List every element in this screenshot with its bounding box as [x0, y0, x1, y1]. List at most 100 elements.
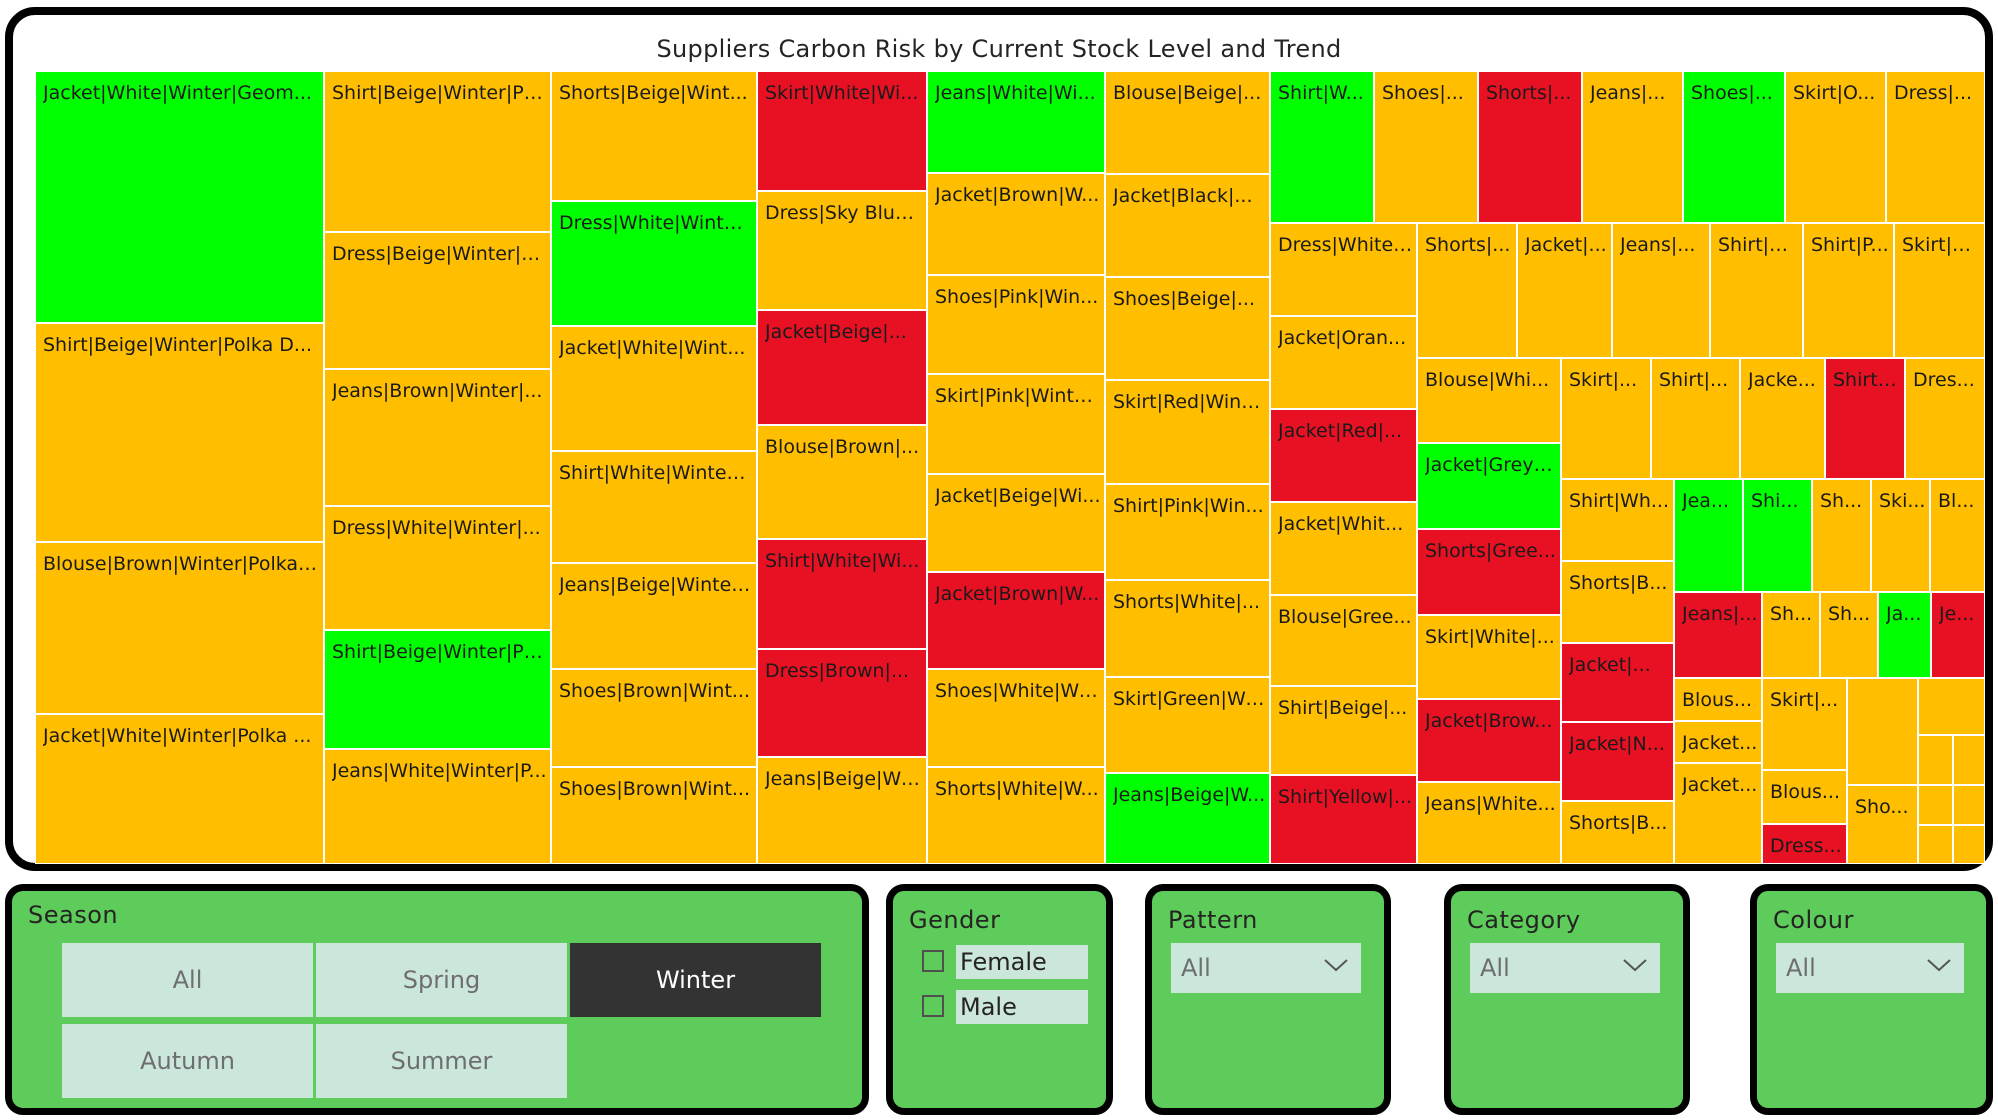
- season-option-autumn[interactable]: Autumn: [62, 1024, 313, 1098]
- pattern-dropdown[interactable]: All: [1171, 943, 1361, 993]
- treemap-tile[interactable]: Blouse|Beige|...: [1105, 71, 1270, 174]
- treemap-tile[interactable]: Skirt|...: [1762, 678, 1847, 770]
- treemap-tile[interactable]: Jeans|White...: [1417, 782, 1561, 864]
- treemap-tile[interactable]: Jeans|Beige|Winter...: [551, 563, 757, 669]
- treemap-tile[interactable]: Shoes|...: [1683, 71, 1785, 223]
- treemap-tile[interactable]: Shirt|...: [1825, 358, 1905, 479]
- treemap-tile[interactable]: Jeans|Beige|W...: [1105, 773, 1270, 864]
- treemap-tile[interactable]: Sh...: [1812, 479, 1871, 592]
- treemap-tile[interactable]: Skirt|...: [1561, 358, 1651, 479]
- treemap-tile[interactable]: Shoes|Beige|...: [1105, 277, 1270, 380]
- male-label[interactable]: Male: [956, 990, 1088, 1024]
- season-option-summer[interactable]: Summer: [316, 1024, 567, 1098]
- treemap-tile[interactable]: Blouse|Brown|Winter|Polka ...: [35, 542, 324, 714]
- treemap-tile[interactable]: Shoes|Brown|Wint...: [551, 767, 757, 864]
- category-dropdown[interactable]: All: [1470, 943, 1660, 993]
- treemap-tile[interactable]: Jeans|White|Winter|P...: [324, 749, 551, 864]
- treemap-tile[interactable]: Blouse|Gree...: [1270, 595, 1417, 686]
- treemap-tile[interactable]: Ja...: [1878, 592, 1931, 678]
- treemap-tile[interactable]: Dress...: [1762, 824, 1847, 864]
- treemap-tile[interactable]: Bl...: [1930, 479, 1985, 592]
- treemap-tile[interactable]: Skirt|Red|Wint...: [1105, 380, 1270, 484]
- treemap-tile[interactable]: Blouse|Brown|...: [757, 425, 927, 539]
- treemap-tile[interactable]: Jacket|Brow...: [1417, 699, 1561, 782]
- treemap-tile[interactable]: Dress|White|Winter|...: [324, 506, 551, 630]
- treemap-tile[interactable]: Skirt|White|Wi...: [757, 71, 927, 191]
- treemap-tile[interactable]: Jacket|Brown|W...: [927, 572, 1105, 669]
- treemap-tile[interactable]: Jeans|...: [1582, 71, 1683, 223]
- treemap-tile[interactable]: Jacket|Beige|...: [757, 310, 927, 425]
- treemap-tile[interactable]: Jacket|...: [1561, 643, 1674, 722]
- treemap-tile[interactable]: Dress|...: [1886, 71, 1985, 223]
- treemap-tile[interactable]: Jeans|White|Wi...: [927, 71, 1105, 173]
- treemap-tile[interactable]: [1953, 785, 1985, 825]
- treemap-tile[interactable]: Shi...: [1743, 479, 1812, 592]
- season-option-all[interactable]: All: [62, 943, 313, 1017]
- treemap-tile[interactable]: Shirt|Pink|Win...: [1105, 484, 1270, 580]
- treemap-tile[interactable]: Shorts|White|...: [1105, 580, 1270, 677]
- treemap-tile[interactable]: Jacket|Black|...: [1105, 174, 1270, 277]
- season-option-winter[interactable]: Winter: [570, 943, 821, 1017]
- treemap-tile[interactable]: Jacket|Brown|W...: [927, 173, 1105, 275]
- treemap-tile[interactable]: Jea...: [1674, 479, 1743, 592]
- treemap-tile[interactable]: Je...: [1931, 592, 1985, 678]
- treemap-tile[interactable]: Shoes|...: [1374, 71, 1478, 223]
- treemap-tile[interactable]: Shirt|Yellow|...: [1270, 775, 1417, 864]
- treemap-tile[interactable]: Dress|White|...: [1270, 223, 1417, 316]
- treemap-tile[interactable]: Shorts|...: [1478, 71, 1582, 223]
- treemap-tile[interactable]: Shirt|Beige|Winter|Polka D...: [35, 323, 324, 542]
- season-option-spring[interactable]: Spring: [316, 943, 567, 1017]
- treemap-tile[interactable]: Skirt|Pink|Winte...: [927, 374, 1105, 474]
- treemap-tile[interactable]: Blous...: [1674, 678, 1762, 721]
- treemap-tile[interactable]: Sh...: [1762, 592, 1820, 678]
- treemap-tile[interactable]: Skirt|B...: [1894, 223, 1985, 358]
- treemap-tile[interactable]: Shorts|B...: [1561, 801, 1674, 864]
- treemap-tile[interactable]: Jeans|Beige|Wi...: [757, 757, 927, 864]
- treemap-tile[interactable]: Shirt|P...: [1803, 223, 1894, 358]
- female-checkbox[interactable]: [922, 950, 944, 972]
- treemap-tile[interactable]: Jacket|Red|...: [1270, 409, 1417, 502]
- treemap-tile[interactable]: Jacket|...: [1517, 223, 1612, 358]
- treemap-tile[interactable]: Shirt|W...: [1270, 71, 1374, 223]
- treemap-tile[interactable]: Jeans|...: [1674, 592, 1762, 678]
- treemap-tile[interactable]: Shirt|Beige|Winter|Pl...: [324, 71, 551, 232]
- treemap-tile[interactable]: Shorts|Gree...: [1417, 529, 1561, 615]
- treemap-tile[interactable]: Jacket|N...: [1561, 722, 1674, 801]
- treemap-tile[interactable]: Shirt|White|Winter|...: [551, 451, 757, 563]
- treemap-tile[interactable]: Jacket|Beige|Wi...: [927, 474, 1105, 572]
- treemap-tile[interactable]: Shorts|White|W...: [927, 767, 1105, 864]
- treemap-tile[interactable]: Jacket...: [1674, 763, 1762, 864]
- treemap-tile[interactable]: Dres...: [1905, 358, 1985, 479]
- treemap-tile[interactable]: Jacket|White|Winter|Geom...: [35, 71, 324, 323]
- treemap-tile[interactable]: [1847, 678, 1918, 785]
- treemap-tile[interactable]: Skirt|Green|Wi...: [1105, 677, 1270, 773]
- treemap-tile[interactable]: [1918, 825, 1953, 864]
- treemap-tile[interactable]: Shoes|Brown|Wint...: [551, 669, 757, 767]
- treemap-tile[interactable]: [1953, 825, 1985, 864]
- female-label[interactable]: Female: [956, 945, 1088, 979]
- treemap-tile[interactable]: Shirt|Wh...: [1561, 479, 1674, 561]
- treemap-tile[interactable]: Blouse|Whi...: [1417, 358, 1561, 443]
- gender-option-male[interactable]: Male: [922, 990, 1092, 1024]
- colour-dropdown[interactable]: All: [1776, 943, 1964, 993]
- treemap-tile[interactable]: Shorts|B...: [1561, 561, 1674, 643]
- treemap-tile[interactable]: Jacket|Grey|...: [1417, 443, 1561, 529]
- treemap-tile[interactable]: Jacket|White|Wint...: [551, 326, 757, 451]
- treemap-tile[interactable]: Blous...: [1762, 770, 1847, 824]
- male-checkbox[interactable]: [922, 995, 944, 1017]
- treemap-tile[interactable]: Dress|Brown|...: [757, 649, 927, 757]
- treemap-tile[interactable]: Dress|Sky Blue...: [757, 191, 927, 310]
- treemap-tile[interactable]: Jacket...: [1674, 721, 1762, 763]
- treemap-tile[interactable]: Ski...: [1871, 479, 1930, 592]
- treemap-tile[interactable]: Jacket|White|Winter|Polka ...: [35, 714, 324, 864]
- treemap-tile[interactable]: Skirt|O...: [1785, 71, 1886, 223]
- treemap-tile[interactable]: [1918, 678, 1985, 735]
- treemap-tile[interactable]: Sho...: [1847, 785, 1918, 864]
- treemap-tile[interactable]: Dress|White|Winte...: [551, 201, 757, 326]
- treemap-tile[interactable]: Jacke...: [1740, 358, 1825, 479]
- treemap-tile[interactable]: Jeans|...: [1612, 223, 1710, 358]
- treemap-tile[interactable]: Shirt|...: [1651, 358, 1740, 479]
- treemap-tile[interactable]: Shoes|White|Wi...: [927, 669, 1105, 767]
- gender-option-female[interactable]: Female: [922, 945, 1092, 979]
- treemap-tile[interactable]: Sh...: [1820, 592, 1878, 678]
